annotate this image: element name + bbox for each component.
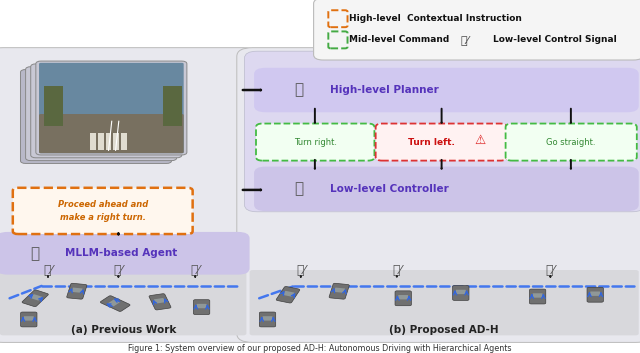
- FancyBboxPatch shape: [314, 0, 640, 60]
- FancyBboxPatch shape: [452, 286, 469, 300]
- FancyBboxPatch shape: [108, 299, 120, 306]
- FancyBboxPatch shape: [13, 188, 193, 234]
- Text: ⦿⁄: ⦿⁄: [296, 264, 306, 276]
- Bar: [163, 86, 172, 126]
- FancyBboxPatch shape: [196, 304, 207, 308]
- Text: Proceed ahead and
make a right turn.: Proceed ahead and make a right turn.: [58, 200, 148, 222]
- Text: ⦿⁄: ⦿⁄: [392, 264, 402, 276]
- FancyBboxPatch shape: [0, 48, 259, 342]
- Text: High-level Planner: High-level Planner: [330, 85, 438, 95]
- Bar: [113, 133, 119, 150]
- Text: ⦿⁄: ⦿⁄: [43, 264, 53, 276]
- FancyBboxPatch shape: [329, 283, 349, 299]
- Text: Go straight.: Go straight.: [547, 138, 596, 146]
- FancyBboxPatch shape: [0, 270, 246, 335]
- FancyBboxPatch shape: [100, 296, 130, 311]
- FancyBboxPatch shape: [590, 292, 600, 296]
- Text: ⚠: ⚠: [474, 134, 485, 147]
- Text: Low-level Control Signal: Low-level Control Signal: [493, 35, 616, 44]
- FancyBboxPatch shape: [31, 64, 182, 158]
- FancyBboxPatch shape: [254, 68, 639, 112]
- Text: ⦿⁄: ⦿⁄: [545, 264, 556, 276]
- FancyBboxPatch shape: [250, 270, 639, 335]
- Bar: [98, 133, 104, 150]
- FancyBboxPatch shape: [254, 167, 639, 211]
- Text: Low-level Controller: Low-level Controller: [330, 184, 449, 194]
- FancyBboxPatch shape: [283, 291, 294, 297]
- FancyBboxPatch shape: [529, 289, 546, 304]
- FancyBboxPatch shape: [395, 291, 412, 306]
- Text: (b) Proposed AD-H: (b) Proposed AD-H: [389, 325, 499, 335]
- FancyBboxPatch shape: [20, 312, 37, 327]
- Bar: [54, 86, 63, 126]
- Text: High-level  Contextual Instruction: High-level Contextual Instruction: [349, 14, 522, 23]
- Bar: [44, 86, 54, 126]
- FancyBboxPatch shape: [237, 48, 640, 342]
- FancyBboxPatch shape: [398, 295, 408, 299]
- FancyBboxPatch shape: [20, 70, 172, 163]
- FancyBboxPatch shape: [244, 51, 640, 212]
- Bar: [121, 133, 127, 150]
- FancyBboxPatch shape: [334, 288, 345, 293]
- Bar: [106, 133, 111, 150]
- Text: 🎓: 🎓: [30, 246, 39, 261]
- Bar: [172, 86, 182, 126]
- FancyBboxPatch shape: [26, 67, 177, 161]
- FancyBboxPatch shape: [24, 316, 34, 321]
- Text: Turn right.: Turn right.: [294, 138, 337, 146]
- FancyBboxPatch shape: [262, 316, 273, 321]
- FancyBboxPatch shape: [67, 283, 87, 299]
- FancyBboxPatch shape: [376, 124, 507, 161]
- Text: MLLM-based Agent: MLLM-based Agent: [65, 248, 177, 258]
- FancyBboxPatch shape: [22, 290, 49, 307]
- Text: 🤖: 🤖: [294, 83, 303, 97]
- FancyBboxPatch shape: [276, 287, 300, 303]
- Text: Turn left.: Turn left.: [408, 138, 455, 146]
- FancyBboxPatch shape: [456, 290, 466, 294]
- FancyBboxPatch shape: [256, 124, 374, 161]
- FancyBboxPatch shape: [36, 61, 187, 155]
- Text: 🎓: 🎓: [294, 181, 303, 196]
- FancyBboxPatch shape: [154, 298, 165, 304]
- Text: ⦿⁄: ⦿⁄: [461, 35, 469, 45]
- Text: ⦿⁄: ⦿⁄: [190, 264, 200, 276]
- FancyBboxPatch shape: [30, 294, 42, 300]
- FancyBboxPatch shape: [506, 124, 637, 161]
- FancyBboxPatch shape: [149, 294, 171, 310]
- FancyBboxPatch shape: [72, 288, 83, 293]
- Text: Mid-level Command: Mid-level Command: [349, 35, 449, 44]
- Bar: [90, 133, 96, 150]
- FancyBboxPatch shape: [193, 300, 210, 315]
- Text: (a) Previous Work: (a) Previous Work: [70, 325, 176, 335]
- FancyBboxPatch shape: [39, 63, 184, 153]
- FancyBboxPatch shape: [587, 287, 604, 302]
- FancyBboxPatch shape: [259, 312, 276, 327]
- FancyBboxPatch shape: [39, 114, 184, 153]
- Text: ⦿⁄: ⦿⁄: [113, 264, 124, 276]
- FancyBboxPatch shape: [532, 293, 543, 298]
- Text: Figure 1: System overview of our proposed AD-H: Autonomous Driving with Hierarch: Figure 1: System overview of our propose…: [128, 344, 512, 353]
- FancyBboxPatch shape: [0, 232, 250, 275]
